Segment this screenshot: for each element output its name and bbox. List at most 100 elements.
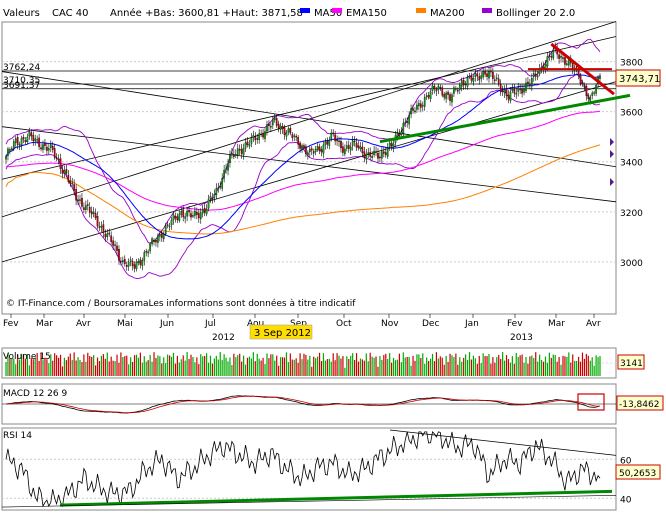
volume-bar bbox=[326, 359, 328, 376]
volume-value: 3141 bbox=[620, 359, 643, 369]
volume-bar bbox=[579, 361, 582, 376]
volume-bar bbox=[322, 353, 325, 376]
candle-body bbox=[523, 89, 525, 93]
candle-body bbox=[178, 213, 181, 221]
volume-bar bbox=[122, 356, 124, 376]
volume-bar bbox=[165, 363, 167, 376]
candle-body bbox=[127, 261, 130, 267]
volume-bar bbox=[124, 356, 126, 376]
volume-bar bbox=[215, 355, 217, 376]
candle-body bbox=[90, 211, 93, 215]
volume-bar bbox=[418, 354, 420, 376]
candle-body bbox=[157, 235, 159, 243]
candle-body bbox=[242, 148, 245, 156]
volume-bar bbox=[328, 358, 330, 376]
candle-body bbox=[373, 150, 375, 156]
candle-body bbox=[199, 212, 202, 220]
volume-bar bbox=[48, 363, 50, 376]
candle-body bbox=[83, 207, 85, 210]
volume-bar bbox=[379, 356, 381, 376]
price-level-label: 3691,37 bbox=[3, 81, 40, 91]
volume-bar bbox=[291, 359, 293, 376]
volume-bar bbox=[73, 352, 75, 376]
volume-bar bbox=[324, 360, 326, 376]
volume-bar bbox=[102, 354, 104, 376]
candle-body bbox=[123, 258, 126, 265]
candle-body bbox=[143, 252, 146, 261]
legend-entry: MA200 bbox=[430, 8, 465, 19]
volume-bar bbox=[305, 354, 307, 376]
x-month-label: Jan bbox=[464, 319, 479, 329]
candle-body bbox=[139, 259, 142, 265]
macd-line bbox=[5, 395, 601, 414]
volume-bar bbox=[207, 362, 210, 376]
macd-highlight-box bbox=[577, 393, 605, 411]
volume-bar bbox=[241, 361, 243, 376]
x-month-label: Dec bbox=[422, 319, 439, 329]
volume-bar bbox=[540, 359, 543, 376]
candle-body bbox=[223, 169, 225, 179]
candle-body bbox=[168, 225, 171, 228]
candle-body bbox=[273, 117, 276, 121]
candle-body bbox=[34, 138, 37, 141]
price-tick-label: 3400 bbox=[620, 159, 643, 169]
candle-body bbox=[382, 151, 385, 154]
candle-body bbox=[211, 197, 214, 200]
candle-body bbox=[499, 83, 502, 93]
volume-bar bbox=[93, 355, 95, 376]
volume-bar bbox=[110, 356, 112, 376]
rsi-panel: RSI 14 50,2653 40 60 bbox=[1, 427, 661, 511]
volume-bar bbox=[274, 360, 276, 376]
candle-body bbox=[36, 139, 38, 141]
candle-body bbox=[79, 199, 81, 201]
candle-body bbox=[334, 134, 336, 142]
volume-bar bbox=[11, 358, 13, 376]
volume-bar bbox=[36, 353, 38, 376]
candle-body bbox=[363, 151, 366, 158]
volume-bar bbox=[243, 355, 245, 376]
candle-body bbox=[162, 233, 165, 240]
volume-bar bbox=[572, 354, 574, 376]
volume-bar bbox=[455, 353, 457, 376]
volume-bar bbox=[422, 353, 424, 376]
volume-bar bbox=[50, 354, 52, 376]
candle-body bbox=[509, 91, 512, 101]
cursor-date-box[interactable] bbox=[249, 324, 313, 340]
volume-bar bbox=[334, 360, 336, 376]
volume-bar bbox=[248, 356, 251, 376]
volume-bar bbox=[192, 356, 194, 376]
volume-bar bbox=[437, 358, 439, 376]
candle-body bbox=[377, 152, 379, 159]
volume-bar bbox=[585, 353, 587, 376]
x-year-label: 2013 bbox=[510, 333, 533, 343]
candle-body bbox=[147, 251, 149, 254]
volume-bar bbox=[402, 352, 404, 376]
candle-body bbox=[310, 148, 313, 151]
volume-bar bbox=[157, 355, 159, 376]
candle-body bbox=[252, 135, 255, 138]
volume-bar bbox=[295, 358, 297, 376]
volume-bar bbox=[453, 357, 455, 376]
volume-bar bbox=[289, 353, 291, 376]
candle-body bbox=[445, 92, 447, 99]
volume-bar bbox=[466, 360, 469, 376]
candle-body bbox=[330, 132, 333, 140]
volume-bar bbox=[264, 363, 266, 376]
cursor-date-label: 3 Sep 2012 bbox=[254, 328, 311, 339]
volume-bar bbox=[371, 356, 373, 376]
macd-title: MACD 12 26 9 bbox=[3, 389, 67, 399]
channel-mid-line bbox=[1, 36, 617, 180]
candle-body bbox=[69, 180, 72, 184]
volume-bar bbox=[38, 360, 40, 376]
candle-body bbox=[525, 82, 527, 91]
volume-bar bbox=[357, 361, 360, 376]
volume-bar bbox=[354, 359, 356, 376]
volume-bar bbox=[57, 357, 60, 376]
volume-bar bbox=[494, 362, 496, 376]
candle-body bbox=[209, 196, 212, 200]
x-month-label: Avr bbox=[586, 319, 601, 329]
candle-body bbox=[197, 213, 200, 219]
volume-bar bbox=[381, 359, 383, 376]
